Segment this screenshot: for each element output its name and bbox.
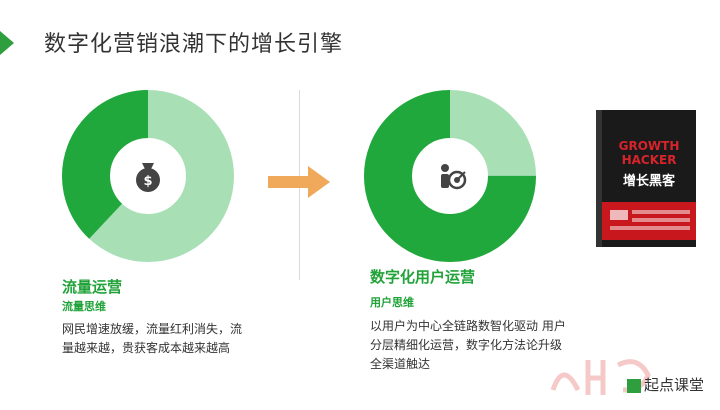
left-description: 网民增速放缓，流量红利消失，流量越来越，贵获客成本越来越高 <box>62 322 243 355</box>
right-donut-dark <box>364 90 536 262</box>
left-donut-chart <box>62 90 234 262</box>
growth-hacker-book-cover: GROWTH HACKER 增长黑客 <box>596 110 696 247</box>
svg-text:$: $ <box>143 174 152 189</box>
left-subtitle: 流量思维 <box>62 300 106 313</box>
money-bag-icon: $ <box>136 163 160 192</box>
corner-accent <box>0 31 14 55</box>
page-title: 数字化营销浪潮下的增长引擎 <box>44 32 344 57</box>
user-target-icon <box>441 164 467 190</box>
watermark-text: 起点课堂 <box>643 376 704 394</box>
left-donut-dark <box>62 90 234 262</box>
right-icon-badge <box>423 149 477 203</box>
book-cover-svg: GROWTH HACKER 增长黑客 <box>596 110 696 247</box>
book-title-cn: 增长黑客 <box>623 173 676 189</box>
right-title: 数字化用户运营 <box>370 268 476 286</box>
right-donut-svg <box>364 90 536 262</box>
left-donut-svg <box>62 90 234 262</box>
left-title: 流量运营 <box>62 278 123 296</box>
book-title-en-2: HACKER <box>622 153 677 167</box>
right-donut-chart <box>364 90 536 262</box>
brand-logo-icon <box>626 378 641 393</box>
left-icon-badge: $ <box>121 149 175 203</box>
watermark-brand: 起点课堂 <box>626 374 704 395</box>
right-description: 以用户为中心全链路数智化驱动 用户分层精细化运营，数字化方法论升级全渠道触达 <box>370 319 566 371</box>
book-title-en-1: GROWTH <box>619 139 680 153</box>
right-subtitle: 用户思维 <box>370 296 414 309</box>
right-arrow-icon <box>268 166 330 198</box>
